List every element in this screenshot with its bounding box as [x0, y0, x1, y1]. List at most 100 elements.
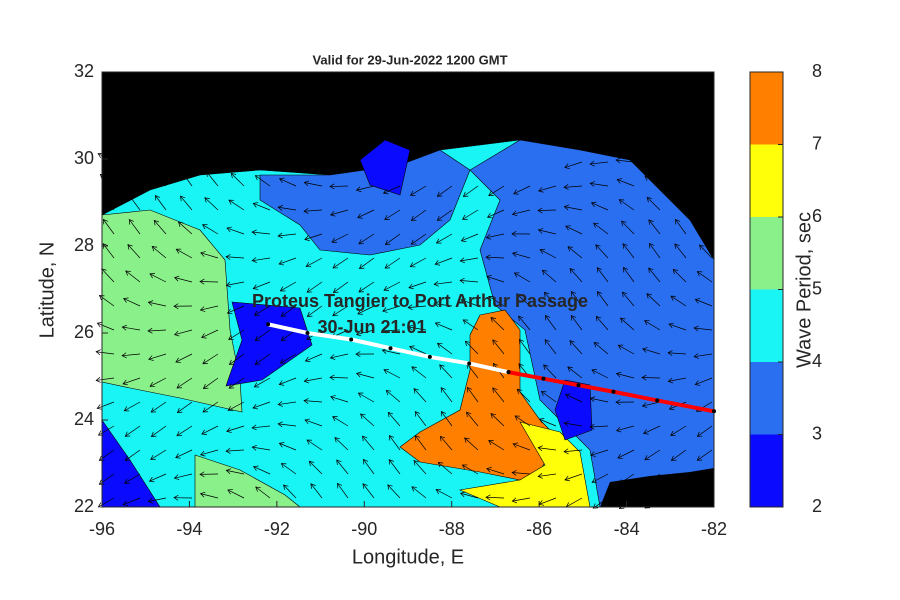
route-point: [427, 354, 432, 359]
wave-arrow: [538, 473, 557, 477]
wave-arrow: [569, 340, 583, 355]
wave-arrow-head: [252, 202, 259, 208]
wave-arrow-head: [493, 362, 499, 369]
wave-arrow-head: [150, 454, 156, 460]
wave-arrow: [590, 449, 609, 456]
route-point: [266, 322, 271, 327]
wave-arrow-head: [251, 444, 258, 451]
wave-arrow: [591, 202, 609, 211]
wave-arrow-head: [124, 455, 131, 461]
wave-arrow: [176, 377, 193, 389]
wave-arrow: [176, 248, 193, 259]
wave-arrow: [642, 155, 661, 163]
wave-arrow-head: [280, 463, 287, 469]
wave-arrow: [409, 346, 427, 355]
wave-arrow: [102, 196, 115, 211]
wave-arrow-head: [462, 214, 468, 220]
wave-arrow-head: [411, 486, 417, 492]
wave-arrow: [97, 401, 115, 409]
wave-arrow-head: [641, 402, 648, 408]
wave-arrow-head: [519, 338, 525, 345]
wave-arrow-head: [592, 503, 599, 509]
wave-arrow: [621, 220, 635, 235]
wave-arrow: [538, 185, 557, 192]
wave-arrow: [435, 322, 453, 331]
wave-arrow: [360, 413, 375, 427]
wave-arrow: [590, 425, 609, 428]
wave-arrow: [440, 387, 453, 403]
wave-arrow-head: [589, 423, 595, 430]
wave-arrow-head: [225, 281, 232, 288]
wave-arrow-head: [694, 298, 701, 304]
wave-arrow-head: [462, 319, 469, 325]
wave-arrow-head: [620, 317, 626, 323]
wave-arrow-head: [436, 215, 443, 221]
wave-arrow: [567, 366, 583, 379]
wave-arrow: [304, 233, 323, 240]
wave-arrow-head: [672, 173, 678, 179]
wave-arrow-head: [199, 306, 206, 312]
wave-arrow-head: [513, 272, 520, 278]
wave-arrow-head: [646, 196, 653, 203]
wave-arrow: [694, 327, 713, 331]
wave-arrow-head: [102, 218, 109, 225]
wave-arrow-head: [544, 339, 550, 345]
wave-arrow-head: [435, 488, 442, 495]
wave-arrow: [97, 153, 115, 163]
wave-arrow: [226, 227, 245, 235]
wave-arrow-head: [667, 350, 673, 356]
wave-arrow: [281, 305, 297, 317]
y-tick-label: 24: [74, 409, 94, 429]
wave-arrow: [128, 195, 141, 211]
wave-arrow: [329, 377, 349, 379]
wave-arrow-head: [176, 383, 183, 389]
wave-arrow: [153, 220, 167, 235]
wave-arrow: [567, 246, 583, 259]
wave-arrow: [149, 273, 167, 283]
wave-arrow-head: [153, 219, 160, 226]
x-tick-label: -88: [439, 519, 465, 539]
wave-arrow: [180, 147, 193, 163]
wave-arrow-head: [591, 369, 597, 375]
wave-arrow-head: [147, 327, 153, 334]
wave-arrow: [226, 281, 245, 286]
wave-arrow-head: [565, 225, 571, 231]
wave-arrow: [336, 459, 349, 475]
wave-arrow: [228, 377, 245, 389]
wave-arrow-head: [308, 460, 315, 467]
wave-arrow-head: [567, 246, 573, 252]
wave-arrow-head: [277, 205, 283, 211]
wave-arrow: [538, 229, 557, 235]
wave-arrow-head: [149, 381, 156, 388]
wave-arrow-head: [225, 254, 231, 260]
wave-arrow-head: [173, 474, 180, 481]
wave-arrow: [175, 449, 193, 458]
wave-arrow-head: [516, 293, 522, 299]
wave-arrow-head: [95, 349, 101, 356]
wave-arrow-head: [622, 266, 629, 273]
wave-arrow: [544, 339, 557, 355]
wave-arrow-head: [202, 407, 209, 413]
route-point: [506, 370, 511, 375]
wave-period-region: [359, 139, 411, 196]
wave-arrow-head: [277, 401, 283, 407]
wave-arrow: [331, 233, 349, 243]
wave-arrow-head: [253, 382, 260, 388]
wave-arrow-head: [360, 413, 366, 419]
wave-arrow-head: [695, 128, 702, 134]
wave-arrow: [644, 320, 661, 331]
wave-arrow: [125, 425, 141, 437]
wave-arrow-head: [150, 407, 157, 413]
wave-arrow: [151, 425, 167, 437]
wave-arrow-head: [180, 170, 187, 177]
wave-arrow: [670, 295, 687, 307]
wave-arrow: [466, 363, 479, 379]
wave-arrow: [174, 329, 193, 336]
wave-arrow: [411, 233, 427, 245]
wave-arrow-head: [154, 171, 160, 177]
wave-arrow: [304, 419, 323, 427]
wave-arrow-head: [537, 445, 543, 452]
wave-period-region: [399, 309, 561, 481]
wave-arrows: [95, 87, 713, 509]
wave-arrow-head: [123, 406, 130, 412]
